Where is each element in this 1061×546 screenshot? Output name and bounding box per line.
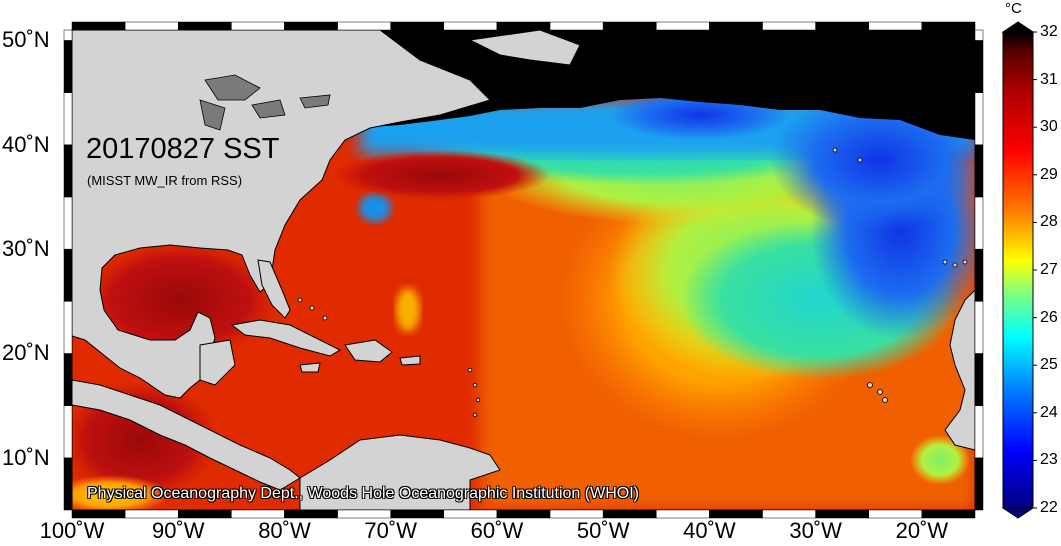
colorbar-bottom-arrow bbox=[1001, 507, 1035, 519]
border-segment-bottom bbox=[390, 509, 445, 519]
border-segment-top bbox=[868, 21, 923, 31]
border-segment-top bbox=[231, 21, 285, 31]
border-segment-left bbox=[63, 92, 73, 146]
border-segment-left bbox=[63, 196, 73, 250]
border-segment-bottom bbox=[496, 509, 551, 519]
x-tick-label: 80˚W bbox=[258, 518, 311, 543]
colorbar-tick-label: 27 bbox=[1040, 261, 1058, 278]
border-segment-bottom bbox=[656, 509, 710, 519]
border-segment-top bbox=[549, 21, 604, 31]
colorbar-ticks bbox=[1033, 31, 1037, 509]
border-segment-bottom bbox=[443, 509, 498, 519]
border-segment-bottom bbox=[337, 509, 391, 519]
y-tick-label: 10˚N bbox=[2, 444, 50, 470]
border-segment-left bbox=[63, 29, 73, 41]
border-segment-bottom bbox=[815, 509, 870, 519]
colorbar-tick-label: 30 bbox=[1040, 118, 1058, 136]
border-segment-right bbox=[974, 457, 984, 511]
map-checkered-border bbox=[63, 21, 984, 519]
border-segment-top bbox=[124, 21, 179, 31]
border-segment-left bbox=[63, 353, 73, 406]
x-tick-label: 40˚W bbox=[683, 518, 736, 543]
x-tick-label: 100˚W bbox=[39, 518, 105, 543]
y-tick-label: 30˚N bbox=[2, 236, 50, 262]
border-segment-top bbox=[656, 21, 710, 31]
y-tick-label: 50˚N bbox=[2, 27, 50, 53]
colorbar-tick-label: 31 bbox=[1040, 70, 1058, 88]
border-segment-right bbox=[974, 40, 984, 93]
map-subtitle: (MISST MW_IR from RSS) bbox=[87, 173, 243, 188]
border-segment-right bbox=[974, 301, 984, 354]
x-tick-label: 30˚W bbox=[789, 518, 842, 543]
border-segment-right bbox=[974, 405, 984, 459]
border-segment-top bbox=[337, 21, 391, 31]
border-segment-top bbox=[815, 21, 870, 31]
border-segment-bottom bbox=[284, 509, 338, 519]
colorbar-tick-label: 26 bbox=[1040, 308, 1058, 326]
border-segment-left bbox=[63, 457, 73, 511]
border-segment-bottom bbox=[231, 509, 285, 519]
border-segment-top bbox=[602, 21, 657, 31]
border-segment-bottom bbox=[549, 509, 604, 519]
y-tick-label: 20˚N bbox=[2, 340, 50, 366]
x-tick-label: 70˚W bbox=[364, 518, 417, 543]
colorbar-top-arrow bbox=[1001, 21, 1035, 33]
border-segment-right bbox=[974, 144, 984, 198]
colorbar bbox=[1002, 31, 1034, 509]
colorbar-tick-label: 23 bbox=[1040, 451, 1058, 469]
x-tick-label: 60˚W bbox=[470, 518, 524, 543]
border-segment-bottom bbox=[709, 509, 763, 519]
border-segment-right bbox=[974, 92, 984, 146]
map-title: 20170827 SST bbox=[86, 133, 280, 165]
border-segment-left bbox=[63, 405, 73, 459]
border-segment-left bbox=[63, 301, 73, 354]
border-segment-top bbox=[177, 21, 232, 31]
border-segment-right bbox=[974, 196, 984, 250]
border-segment-bottom bbox=[177, 509, 232, 519]
border-segment-bottom bbox=[71, 509, 126, 519]
colorbar-tick-label: 29 bbox=[1040, 165, 1058, 183]
credit-text: Physical Oceanography Dept., Woods Hole … bbox=[87, 485, 639, 502]
border-segment-bottom bbox=[868, 509, 923, 519]
border-segment-bottom bbox=[602, 509, 657, 519]
border-segment-right bbox=[974, 29, 984, 41]
border-segment-left bbox=[63, 248, 73, 302]
colorbar-tick-label: 32 bbox=[1040, 23, 1058, 40]
colorbar-tick-label: 24 bbox=[1040, 403, 1058, 421]
x-tick-label: 50˚W bbox=[576, 518, 630, 543]
border-segment-top bbox=[71, 21, 126, 31]
colorbar-tick-label: 25 bbox=[1040, 356, 1058, 374]
border-segment-top bbox=[496, 21, 551, 31]
border-segment-left bbox=[63, 144, 73, 198]
border-segment-bottom bbox=[762, 509, 816, 519]
y-tick-label: 40˚N bbox=[2, 131, 50, 157]
colorbar-unit: °C bbox=[1005, 0, 1022, 17]
border-segment-top bbox=[921, 21, 976, 31]
border-segment-top bbox=[390, 21, 445, 31]
border-segment-top bbox=[443, 21, 498, 31]
border-segment-left bbox=[63, 40, 73, 93]
x-tick-label: 90˚W bbox=[151, 518, 205, 543]
colorbar-tick-label: 22 bbox=[1040, 499, 1058, 516]
border-segment-top bbox=[709, 21, 763, 31]
border-segment-right bbox=[974, 353, 984, 406]
x-tick-label: 20˚W bbox=[895, 518, 949, 543]
border-segment-bottom bbox=[124, 509, 179, 519]
border-segment-top bbox=[284, 21, 338, 31]
border-segment-top bbox=[762, 21, 816, 31]
border-segment-bottom bbox=[921, 509, 976, 519]
border-segment-right bbox=[974, 248, 984, 302]
colorbar-tick-label: 28 bbox=[1040, 213, 1058, 231]
sst-field bbox=[72, 30, 975, 510]
